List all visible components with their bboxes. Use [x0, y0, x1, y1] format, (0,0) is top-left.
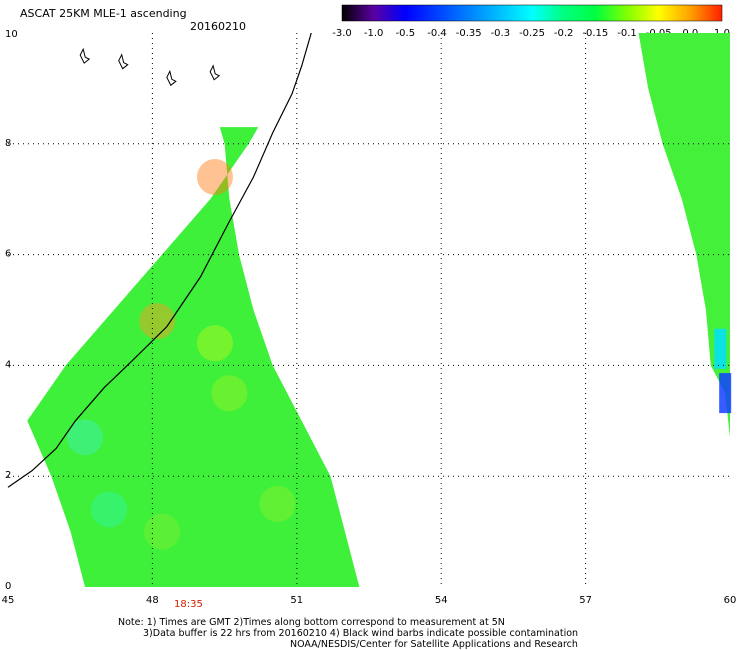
swath-east: [638, 33, 730, 438]
x-tick-label: 51: [290, 595, 303, 606]
swath-texture: [259, 485, 296, 522]
x-tick-label: 54: [435, 595, 448, 606]
island: [166, 69, 177, 87]
colorbar-tick-label: -0.4: [427, 28, 447, 39]
grid: [8, 33, 730, 587]
y-tick-label: 0: [5, 581, 11, 592]
colorbar-tick-label: -0.25: [519, 28, 545, 39]
colorbar-tick-label: -3.0: [332, 28, 352, 39]
coastline: [7, 32, 312, 488]
island: [79, 47, 91, 64]
island: [118, 53, 129, 70]
y-tick-label: 6: [5, 249, 11, 260]
island: [209, 64, 221, 81]
swath-layer: [27, 33, 732, 588]
x-tick-label: 48: [146, 595, 159, 606]
colorbar-tick-label: -0.1: [617, 28, 637, 39]
axis-ticks: 45 48 51 54 57 60 0 2 4 6 8 10: [2, 29, 737, 606]
time-label: 18:35: [174, 599, 203, 610]
colorbar-tick-label: -0.5: [396, 28, 416, 39]
swath-west: [27, 127, 360, 588]
swath-texture: [144, 513, 181, 550]
swath-texture: [714, 328, 727, 369]
colorbar-bar: [341, 4, 723, 22]
colorbar-tick-label: -0.3: [491, 28, 511, 39]
swath-texture: [91, 491, 128, 528]
y-tick-label: 4: [5, 359, 11, 370]
swath-texture: [196, 325, 233, 362]
y-tick-label: 2: [5, 470, 11, 481]
colorbar-tick-label: -0.15: [582, 28, 608, 39]
swath-texture: [719, 373, 732, 414]
chart-title: ASCAT 25KM MLE-1 ascending: [20, 7, 187, 20]
y-tick-label: 10: [5, 29, 18, 40]
colorbar-tick-label: -1.0: [364, 28, 384, 39]
x-tick-label: 57: [579, 595, 592, 606]
swath-texture: [196, 159, 233, 196]
colorbar-tick-label: -0.35: [456, 28, 482, 39]
colorbar-tick-label: -0.2: [554, 28, 574, 39]
chart-date: 20160210: [190, 20, 246, 33]
swath-texture: [211, 375, 248, 412]
note-line-1: Note: 1) Times are GMT 2)Times along bot…: [118, 617, 505, 628]
x-tick-label: 60: [724, 595, 737, 606]
note-line-2: 3)Data buffer is 22 hrs from 20160210 4)…: [143, 628, 579, 639]
swath-texture: [139, 303, 176, 340]
y-tick-label: 8: [5, 138, 11, 149]
note-line-3: NOAA/NESDIS/Center for Satellite Applica…: [290, 639, 578, 650]
x-tick-label: 45: [2, 595, 15, 606]
swath-texture: [67, 419, 104, 456]
coastline-layer: [7, 32, 312, 488]
colorbar: -3.0 -1.0 -0.5 -0.4 -0.35 -0.3 -0.25 -0.2 -0.15-…: [332, 4, 730, 39]
